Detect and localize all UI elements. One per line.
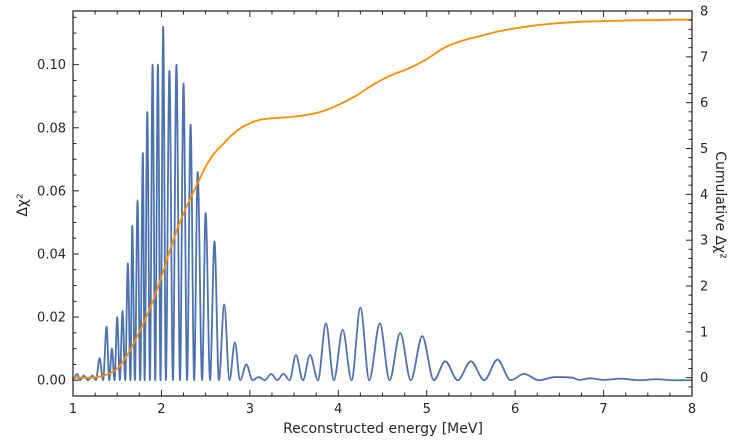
x-tick-label: 4 <box>334 402 342 417</box>
plot-layer <box>72 18 693 382</box>
y-axis-right-label: Cumulative Δχ² <box>712 151 728 259</box>
y-left-tick-label: 0.06 <box>37 184 66 199</box>
y-right-tick-label: 7 <box>700 50 708 65</box>
x-tick-label: 1 <box>69 402 77 417</box>
y-left-tick-label: 0.00 <box>37 374 66 389</box>
y-left-tick-label: 0.02 <box>37 311 66 326</box>
y-left-tick-label: 0.08 <box>37 121 66 136</box>
series-line-right <box>72 18 693 379</box>
y-right-tick-label: 3 <box>700 234 708 249</box>
x-tick-label: 8 <box>688 402 696 417</box>
series-line-left <box>72 25 693 382</box>
y-left-tick-label: 0.04 <box>37 247 66 262</box>
y-right-tick-label: 4 <box>700 188 708 203</box>
x-tick-label: 2 <box>157 402 165 417</box>
y-left-tick-label: 0.10 <box>37 58 66 73</box>
axes-layer: 1 2 3 4 5 6 7 8 0.00 0.02 0.04 0.06 0.08 0.10 0 1 2 3 4 5 6 7… <box>37 5 708 418</box>
y-axis-left-label: Δχ² <box>15 193 31 216</box>
x-tick-label: 5 <box>423 402 431 417</box>
y-right-tick-label: 8 <box>700 5 708 20</box>
y-right-tick-label: 1 <box>700 325 708 340</box>
y-right-tick-label: 6 <box>700 96 708 111</box>
x-tick-label: 3 <box>246 402 254 417</box>
y-right-tick-label: 0 <box>700 371 708 386</box>
y-right-tick-label: 5 <box>700 142 708 157</box>
x-tick-label: 7 <box>599 402 607 417</box>
x-axis-label: Reconstructed energy [MeV] <box>283 421 483 437</box>
x-tick-label: 6 <box>511 402 519 417</box>
y-right-tick-label: 2 <box>700 280 708 295</box>
